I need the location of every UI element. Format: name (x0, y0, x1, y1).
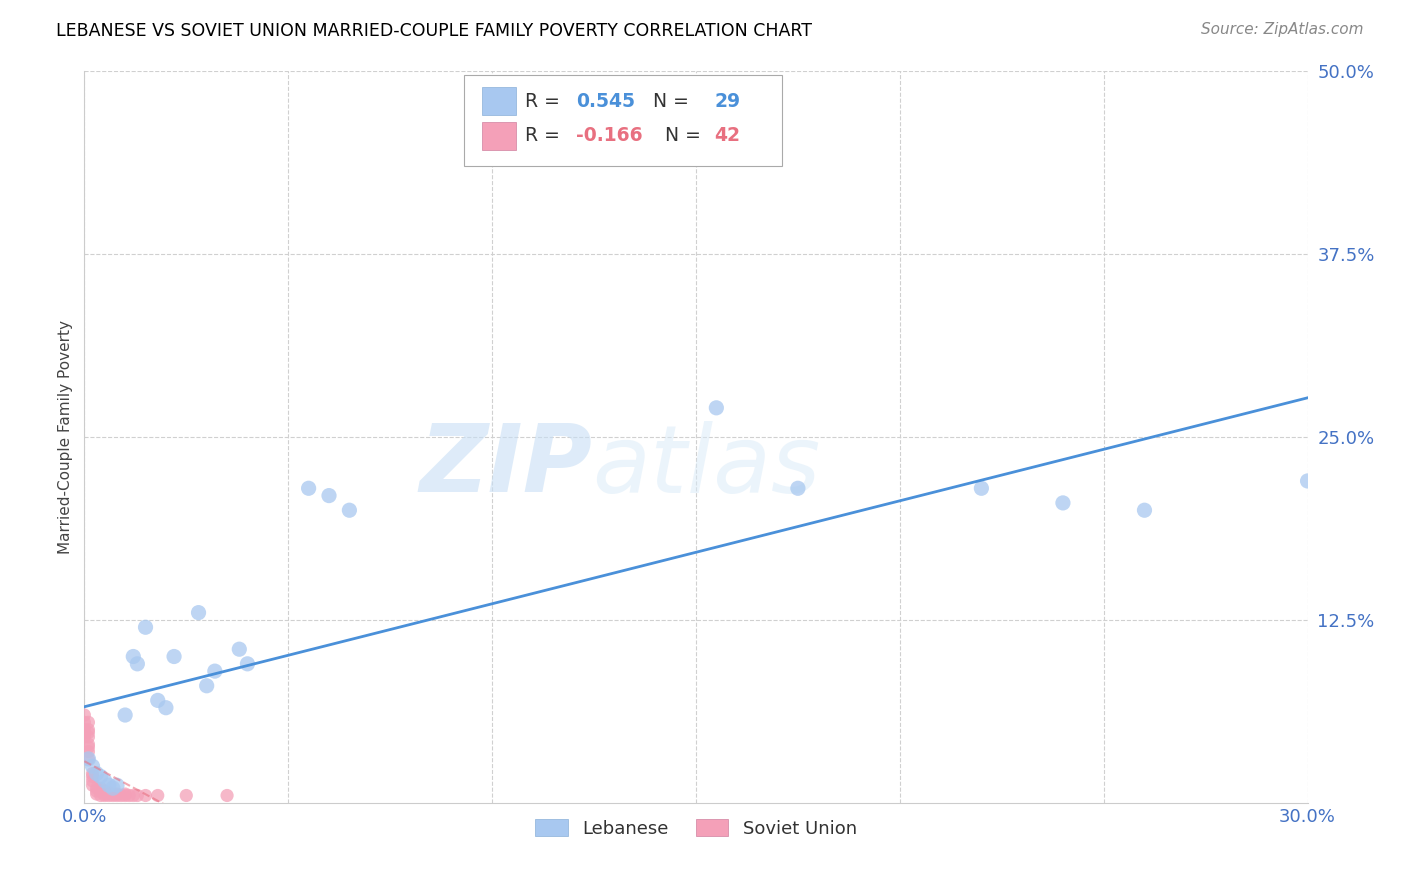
Text: ZIP: ZIP (419, 420, 592, 512)
Text: atlas: atlas (592, 421, 820, 512)
Point (73, 725, 96, 739)
Point (298, 481, 321, 495)
Point (217, 789, 239, 803)
Point (82, 773, 104, 788)
Point (90, 769, 112, 783)
Point (86, 766, 108, 780)
Point (228, 642, 250, 657)
Point (93, 784, 115, 798)
Point (114, 708, 136, 723)
Point (86, 784, 108, 798)
Point (174, 789, 197, 803)
Point (90, 784, 112, 798)
Text: N =: N = (654, 127, 707, 145)
Point (318, 489, 340, 503)
Point (73, 715, 96, 730)
Point (73, 708, 96, 723)
Text: N =: N = (641, 92, 695, 111)
Text: 42: 42 (714, 127, 741, 145)
Point (204, 664, 226, 678)
Point (105, 787, 128, 801)
Point (93, 787, 115, 801)
Text: Source: ZipAtlas.com: Source: ZipAtlas.com (1201, 22, 1364, 37)
Point (146, 693, 169, 707)
FancyBboxPatch shape (464, 75, 782, 167)
Point (135, 789, 157, 803)
Point (163, 649, 186, 664)
Point (90, 789, 112, 803)
Point (82, 778, 104, 792)
Point (1052, 496, 1074, 510)
Point (93, 789, 115, 803)
Point (77, 745, 100, 759)
Point (787, 481, 810, 495)
Point (77, 740, 100, 755)
Point (82, 766, 104, 780)
Point (127, 789, 149, 803)
Point (970, 481, 993, 495)
Point (77, 730, 100, 744)
Text: 0.545: 0.545 (576, 92, 636, 111)
Point (187, 606, 209, 620)
Point (101, 787, 124, 801)
Text: LEBANESE VS SOVIET UNION MARRIED-COUPLE FAMILY POVERTY CORRELATION CHART: LEBANESE VS SOVIET UNION MARRIED-COUPLE … (56, 22, 813, 40)
Point (114, 789, 136, 803)
Point (97, 789, 120, 803)
Point (236, 657, 259, 671)
Text: R =: R = (524, 127, 565, 145)
Point (97, 778, 120, 792)
Point (97, 786, 120, 800)
Point (101, 789, 124, 803)
Point (339, 503, 361, 517)
Point (135, 620, 157, 634)
Point (77, 725, 100, 739)
Point (105, 789, 128, 803)
Point (1296, 474, 1319, 488)
Point (77, 723, 100, 737)
Text: R =: R = (524, 92, 565, 111)
Bar (482, 122, 516, 150)
Point (155, 700, 177, 714)
Bar (482, 87, 516, 115)
Point (82, 769, 104, 783)
Point (77, 752, 100, 766)
Point (122, 649, 145, 664)
Point (114, 787, 136, 801)
Y-axis label: Married-Couple Family Poverty: Married-Couple Family Poverty (58, 320, 73, 554)
Point (127, 657, 149, 671)
Point (82, 759, 104, 773)
Point (1133, 503, 1156, 517)
Point (86, 781, 108, 796)
Point (118, 789, 141, 803)
Point (195, 679, 218, 693)
Text: 29: 29 (714, 92, 741, 111)
Point (90, 781, 112, 796)
Point (77, 737, 100, 751)
Point (77, 752, 100, 766)
Point (101, 781, 124, 796)
Legend: Lebanese, Soviet Union: Lebanese, Soviet Union (529, 812, 863, 845)
Point (77, 715, 100, 730)
Point (105, 778, 128, 792)
Point (110, 789, 132, 803)
Point (706, 401, 728, 415)
Point (146, 789, 169, 803)
Text: -0.166: -0.166 (576, 127, 643, 145)
Point (73, 730, 96, 744)
Point (86, 787, 108, 801)
Point (122, 789, 145, 803)
Point (73, 723, 96, 737)
Point (93, 773, 115, 788)
